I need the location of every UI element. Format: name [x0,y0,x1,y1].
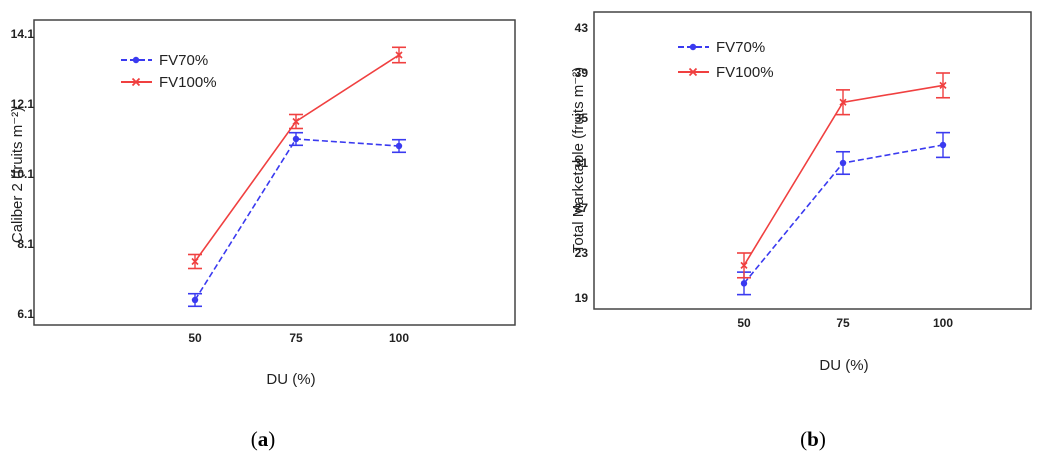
y-tick-label: 31 [575,156,589,170]
plot-area-frame [33,19,516,326]
caption-letter: b [807,427,819,451]
caption-letter: a [258,427,269,451]
panel-a-caliber-2-chart: 6.1 8.1 10.1 12.1 14.1 50 75 100 DU (%) … [9,19,516,451]
caption-open: ( [800,427,807,451]
x-axis-ticks: 50 75 100 [737,316,953,330]
y-tick-label: 12.1 [11,97,35,111]
data-point-fv70 [191,296,199,304]
y-tick-label: 35 [575,111,589,125]
x-axis-title: DU (%) [266,371,315,388]
legend-item-fv70: FV70% [678,39,765,56]
y-tick-label: 39 [575,66,589,80]
y-tick-label: 19 [575,291,589,305]
x-tick-label: 100 [933,316,953,330]
legend-item-fv70: FV70% [121,52,208,69]
legend-label-fv100: FV100% [159,74,217,91]
y-tick-label: 6.1 [17,307,34,321]
data-point-fv70 [395,142,403,150]
y-tick-label: 23 [575,246,589,260]
data-point-fv70 [939,141,947,149]
x-axis-ticks: 50 75 100 [188,331,409,345]
series-marks [737,72,950,296]
x-tick-label: 75 [289,331,303,345]
legend-marker-fv100 [688,67,698,77]
panel-caption-a: (a) [251,427,276,451]
caption-close: ) [268,427,275,451]
y-tick-label: 43 [575,21,589,35]
legend-marker-fv70 [689,43,697,51]
y-tick-label: 14.1 [11,27,35,41]
data-point-fv100 [292,117,300,126]
y-axis-title: Caliber 2 (fruits m⁻²) [9,107,26,243]
panel-b-total-marketable-chart: 19 23 27 31 35 39 43 50 75 100 DU (%) To… [570,11,1032,451]
y-tick-label: 8.1 [17,237,34,251]
y-tick-label: 27 [575,201,589,215]
legend: FV70% FV100% [678,39,774,81]
x-tick-label: 100 [389,331,409,345]
legend-item-fv100: FV100% [121,74,217,91]
data-point-fv100 [395,51,403,59]
y-axis-ticks: 6.1 8.1 10.1 12.1 14.1 [11,27,35,321]
data-point-fv100 [740,261,748,269]
data-point-fv100 [939,81,947,89]
plot-area-frame [593,11,1032,310]
x-axis-title: DU (%) [819,357,868,374]
data-point-fv100 [191,257,199,266]
legend-label-fv100: FV100% [716,64,774,81]
caption-close: ) [819,427,826,451]
legend-label-fv70: FV70% [159,52,208,69]
x-tick-label: 50 [737,316,751,330]
series-marks [188,46,406,308]
caption-open: ( [251,427,258,451]
y-tick-label: 10.1 [11,167,35,181]
data-point-fv70 [839,159,847,167]
panel-caption-b: (b) [800,427,826,451]
y-axis-title: Total Marketable (fruits m⁻²) [570,67,587,253]
x-tick-label: 75 [836,316,850,330]
x-tick-label: 50 [188,331,202,345]
legend-marker-fv100 [131,77,141,87]
data-point-fv70 [292,135,300,143]
legend-marker-fv70 [132,56,140,64]
legend-item-fv100: FV100% [678,64,774,81]
legend: FV70% FV100% [121,52,217,91]
data-point-fv100 [839,98,847,106]
y-axis-ticks: 19 23 27 31 35 39 43 [575,21,589,305]
data-point-fv70 [740,280,748,287]
legend-label-fv70: FV70% [716,39,765,56]
